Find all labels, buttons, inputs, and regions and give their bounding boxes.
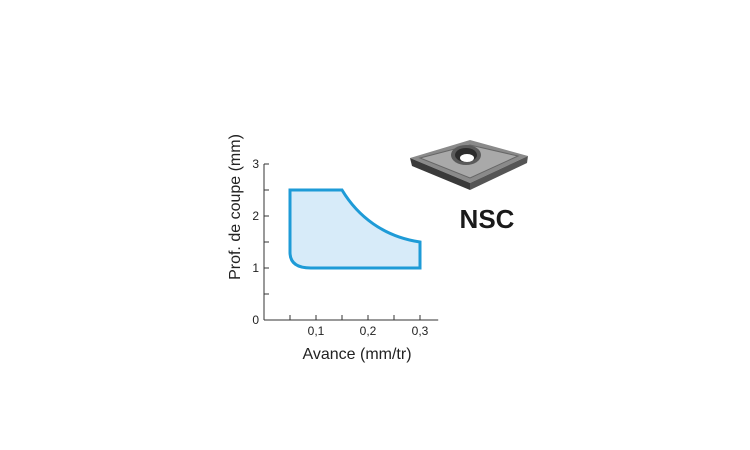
y-tick-label: 0 [252,313,259,327]
y-axis-label: Prof. de coupe (mm) [227,134,244,280]
x-tick-label: 0,3 [412,324,429,338]
y-tick-label: 1 [252,261,259,275]
application-region [288,188,422,270]
tick-labels: 0,1 0,2 0,3 0 1 2 3 [252,157,428,338]
y-tick-label: 3 [252,157,259,171]
y-tick-label: 2 [252,209,259,223]
x-tick-label: 0,1 [308,324,325,338]
diamond-insert-image [410,140,528,190]
axes [263,163,439,321]
insert-name: NSC [460,204,515,234]
x-axis-label: Avance (mm/tr) [302,346,411,363]
x-tick-label: 0,2 [360,324,377,338]
